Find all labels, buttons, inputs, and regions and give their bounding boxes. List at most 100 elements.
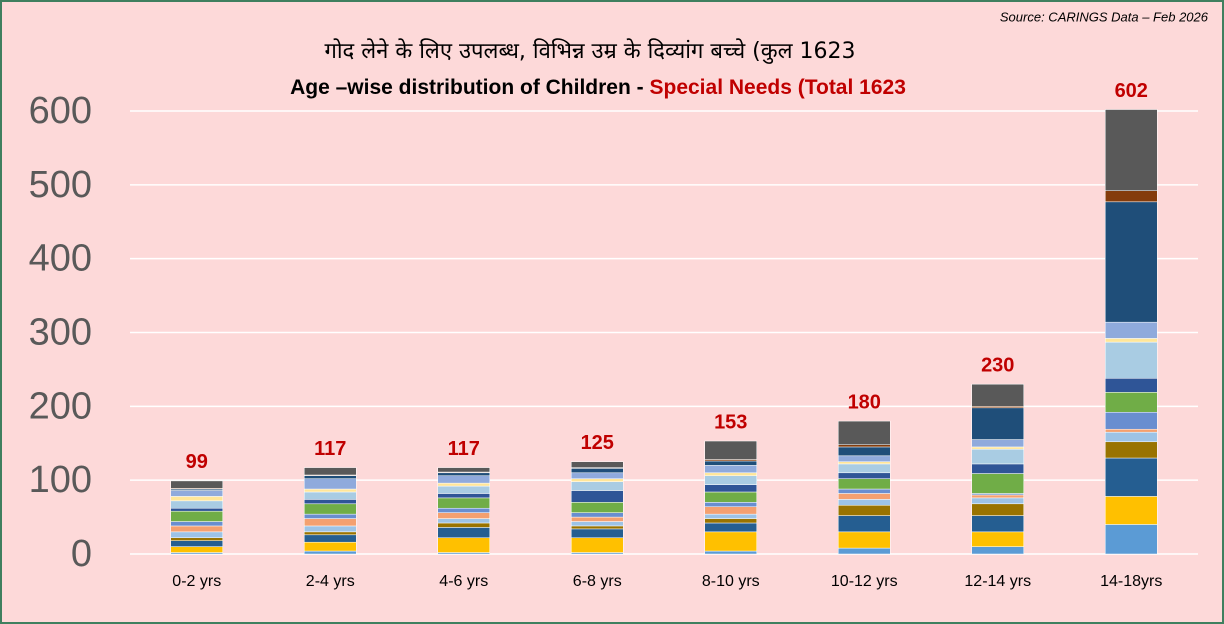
bar-segment xyxy=(170,525,223,533)
x-tick-label: 14-18yrs xyxy=(1100,573,1162,590)
bar-segment xyxy=(704,475,757,485)
bar-segment xyxy=(170,510,223,522)
total-label: 180 xyxy=(848,391,881,413)
plot-area: 0 100 200 300 400 500 600 99 0-2 yrs 117 2-4 yrs 11… xyxy=(29,80,1198,590)
bar-segment xyxy=(571,516,624,522)
bar-segment xyxy=(571,521,624,527)
source-note: Source: CARINGS Data – Feb 2026 xyxy=(1000,9,1209,24)
bar-segment xyxy=(1105,431,1158,443)
bar-segment xyxy=(304,488,357,493)
y-tick-label: 200 xyxy=(29,385,92,427)
bar-segment xyxy=(971,515,1024,533)
bar-segment xyxy=(1105,321,1158,339)
bar-segment xyxy=(838,515,891,533)
bar-segment xyxy=(170,490,223,497)
bar-segment xyxy=(704,460,757,466)
bar-segment xyxy=(1105,496,1158,525)
bar-segment xyxy=(304,513,357,519)
y-tick-label: 100 xyxy=(29,459,92,501)
bar-segment xyxy=(304,531,357,536)
bar-segment xyxy=(838,455,891,462)
bar-segment xyxy=(571,490,624,503)
bar-segment xyxy=(571,461,624,468)
bar-segment xyxy=(1105,109,1158,191)
x-tick-label: 0-2 yrs xyxy=(172,573,221,590)
bar-segment xyxy=(704,502,757,507)
bar-segment xyxy=(170,480,223,489)
bar-segment xyxy=(437,527,490,539)
bar-segment xyxy=(704,518,757,524)
y-tick-label: 600 xyxy=(29,90,92,132)
bar-segment xyxy=(838,420,891,445)
bar-segment xyxy=(437,482,490,487)
x-tick-label: 8-10 yrs xyxy=(702,573,760,590)
bar-segment xyxy=(304,518,357,527)
bar-segment xyxy=(170,521,223,527)
bar-segment xyxy=(1105,428,1158,433)
bar-segment xyxy=(170,500,223,509)
bar-segment xyxy=(838,547,891,555)
bar-segment xyxy=(1105,457,1158,497)
bar-segment xyxy=(304,467,357,476)
total-label: 117 xyxy=(448,438,480,460)
bar-segment xyxy=(704,472,757,476)
bar-segment xyxy=(437,497,490,509)
subtitle-part: Age –wise distribution of Children - xyxy=(290,76,649,99)
bar-segment xyxy=(170,496,223,502)
bar-segment xyxy=(304,550,357,555)
bar-segment xyxy=(304,475,357,479)
bar-segment xyxy=(704,506,757,515)
bar-segment xyxy=(571,502,624,513)
total-label: 99 xyxy=(186,451,208,473)
bar-segment xyxy=(838,461,891,465)
bar-segment xyxy=(1105,441,1158,459)
bar-segment xyxy=(437,518,490,524)
bar-segment xyxy=(838,499,891,506)
chart-subtitle: Age –wise distribution of Children - Spe… xyxy=(290,76,906,99)
bar-segment xyxy=(838,444,891,448)
bar-segment xyxy=(437,493,490,499)
bar-segment xyxy=(704,531,757,552)
bar-segment xyxy=(571,481,624,491)
x-tick-label: 2-4 yrs xyxy=(306,573,355,590)
bar-segment xyxy=(304,499,357,505)
bar-segment xyxy=(437,507,490,513)
bar-segment xyxy=(304,525,357,533)
bar-segment xyxy=(437,512,490,519)
bar-segment xyxy=(704,550,757,555)
x-tick-label: 4-6 yrs xyxy=(439,573,488,590)
bar-segment xyxy=(838,493,891,500)
bar-segment xyxy=(971,439,1024,448)
bar-segment xyxy=(971,531,1024,547)
bar-segment xyxy=(170,546,223,553)
bar-segment xyxy=(437,522,490,528)
bar-segment xyxy=(437,475,490,484)
bar-segment xyxy=(304,503,357,515)
bar-segment xyxy=(838,488,891,494)
total-label: 117 xyxy=(314,438,346,460)
total-label: 602 xyxy=(1115,80,1148,102)
bar-segment xyxy=(170,540,223,547)
bar-segment xyxy=(971,448,1024,465)
y-tick-label: 400 xyxy=(29,238,92,280)
bar-segment xyxy=(1105,524,1158,555)
bar-segment xyxy=(571,472,624,479)
bar-segment xyxy=(437,472,490,476)
bar-segment xyxy=(838,446,891,457)
bar-segment xyxy=(1105,190,1158,203)
bar-segment xyxy=(971,473,1024,494)
y-tick-label: 300 xyxy=(29,312,92,354)
bar-segment xyxy=(971,463,1024,474)
bar-segment xyxy=(1105,411,1158,430)
bar-segment xyxy=(304,541,357,552)
total-label: 125 xyxy=(581,432,614,454)
bar-segment xyxy=(1105,392,1158,413)
x-tick-label: 6-8 yrs xyxy=(573,573,622,590)
bar-segment xyxy=(838,505,891,516)
bar-segment xyxy=(1105,338,1158,343)
bar-segment xyxy=(571,525,624,530)
bar-segment xyxy=(571,537,624,553)
y-tick-label: 500 xyxy=(29,164,92,206)
bar-segment xyxy=(437,537,490,553)
